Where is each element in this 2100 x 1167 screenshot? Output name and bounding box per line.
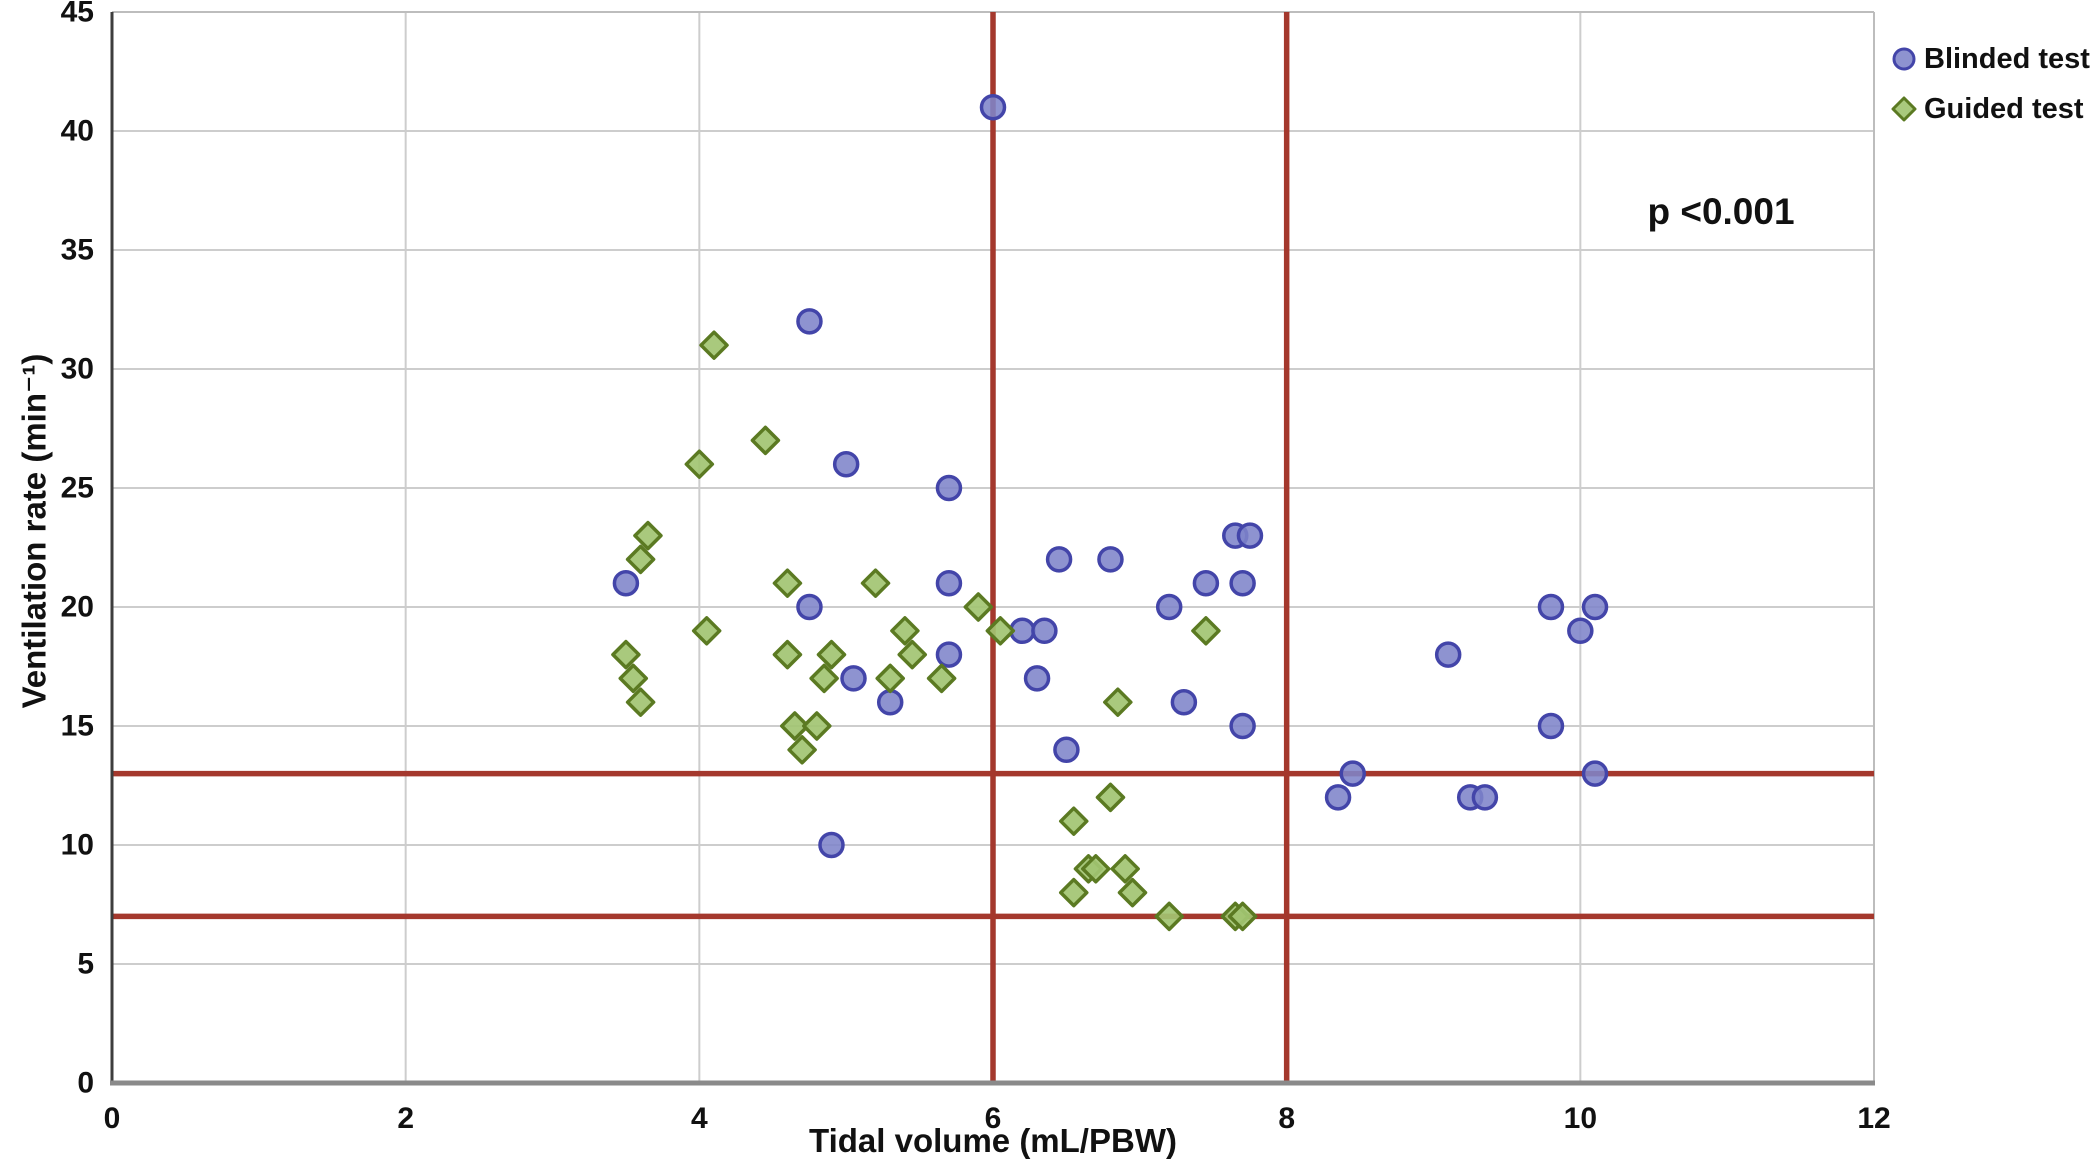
guided-point [1095, 782, 1126, 813]
x-tick-label: 8 [1278, 1102, 1295, 1135]
guided-point [1059, 806, 1089, 836]
guided-series [611, 330, 1258, 932]
guided-point [1117, 877, 1148, 908]
blinded-point [612, 569, 640, 597]
blinded-point [1339, 760, 1366, 787]
blinded-point [1045, 546, 1073, 573]
y-tick-label: 40 [61, 115, 94, 148]
guided-point [787, 735, 817, 765]
guided-point [699, 330, 729, 360]
legend-item-blinded: Blinded test [1888, 40, 2090, 78]
guided-point [963, 592, 994, 622]
y-tick-label: 25 [61, 472, 94, 505]
blinded-series [612, 93, 1609, 859]
blinded-point [1537, 712, 1565, 740]
blinded-point [1567, 617, 1594, 645]
x-tick-label: 12 [1857, 1102, 1890, 1135]
blinded-point [876, 688, 904, 716]
blinded-point [1324, 784, 1352, 811]
y-tick-label: 35 [61, 234, 94, 267]
guided-point [875, 663, 905, 694]
legend-label: Blinded test [1924, 42, 2090, 75]
guided-point [1103, 687, 1133, 717]
blinded-point [1581, 593, 1609, 621]
y-tick-label: 10 [61, 829, 94, 862]
blinded-point [935, 641, 963, 668]
reference-lines [112, 12, 1874, 1083]
blinded-point [1236, 522, 1264, 549]
blinded-point [1537, 593, 1565, 621]
y-tick-label: 30 [61, 353, 94, 386]
legend: Blinded test Guided test [1888, 40, 2090, 128]
blinded-point [1170, 688, 1198, 716]
guided-point [890, 616, 920, 646]
blinded-point [796, 593, 823, 621]
blinded-point [1023, 665, 1051, 692]
blinded-point [935, 474, 963, 502]
guided-point [860, 568, 891, 598]
guided-point [772, 639, 803, 670]
guided-point [691, 616, 722, 646]
x-axis-title: Tidal volume (mL/PBW) [809, 1122, 1177, 1159]
guided-point [1191, 616, 1221, 646]
guided-point [802, 711, 832, 741]
blinded-point [818, 831, 845, 859]
blinded-point [935, 569, 963, 597]
y-tick-label: 5 [77, 948, 94, 981]
guided-point [816, 639, 847, 670]
y-tick-label: 20 [61, 591, 94, 624]
blinded-point [1097, 546, 1124, 573]
legend-diamond-glyph [1891, 96, 1917, 122]
blinded-point [1581, 760, 1609, 787]
guided-point [926, 663, 957, 694]
legend-item-guided: Guided test [1888, 90, 2090, 128]
guided-point [633, 520, 663, 551]
guided-point [684, 449, 715, 479]
guided-point [625, 687, 656, 717]
guided-marker-icon [1891, 96, 1917, 122]
y-axis-title: Ventilation rate (min⁻¹) [15, 353, 53, 709]
legend-label: Guided test [1924, 92, 2084, 125]
y-tick-label: 0 [77, 1067, 94, 1100]
guided-point [750, 425, 781, 456]
x-tick-label: 10 [1564, 1102, 1597, 1135]
blinded-point [796, 308, 823, 335]
guided-point [1110, 854, 1140, 884]
blinded-point [1155, 593, 1183, 621]
blinded-point [1031, 617, 1058, 645]
guided-point [1081, 854, 1111, 884]
y-tick-label: 15 [61, 710, 94, 743]
blinded-point [1192, 569, 1220, 597]
legend-circle-glyph [1892, 47, 1916, 71]
guided-point [772, 568, 803, 598]
x-tick-label: 2 [397, 1102, 414, 1135]
blinded-point [1229, 712, 1256, 740]
blinded-point [832, 450, 860, 478]
blinded-point [1471, 784, 1499, 811]
p-value-annotation: p <0.001 [1647, 191, 1795, 232]
y-tick-label: 45 [61, 0, 94, 29]
x-tick-label: 0 [104, 1102, 121, 1135]
blinded-point [840, 665, 867, 692]
guided-point [625, 544, 656, 575]
guided-point [1154, 901, 1184, 932]
blinded-marker-icon [1892, 47, 1916, 71]
guided-point [985, 616, 1016, 646]
guided-point [809, 663, 839, 694]
guided-point [780, 711, 810, 741]
guided-point [897, 639, 927, 670]
blinded-point [1053, 736, 1080, 764]
guided-point [618, 663, 649, 694]
blinded-point [979, 93, 1007, 121]
x-tick-label: 6 [985, 1102, 1002, 1135]
guided-point [1059, 877, 1089, 908]
guided-point [1227, 901, 1258, 932]
guided-point [611, 639, 641, 670]
blinded-point [1434, 641, 1462, 668]
blinded-point [1229, 569, 1256, 597]
x-tick-label: 4 [691, 1102, 708, 1135]
tick-labels: 0 5 10 15 20 25 30 35 40 45 0 2 4 6 8 10 12 [61, 0, 1891, 1135]
